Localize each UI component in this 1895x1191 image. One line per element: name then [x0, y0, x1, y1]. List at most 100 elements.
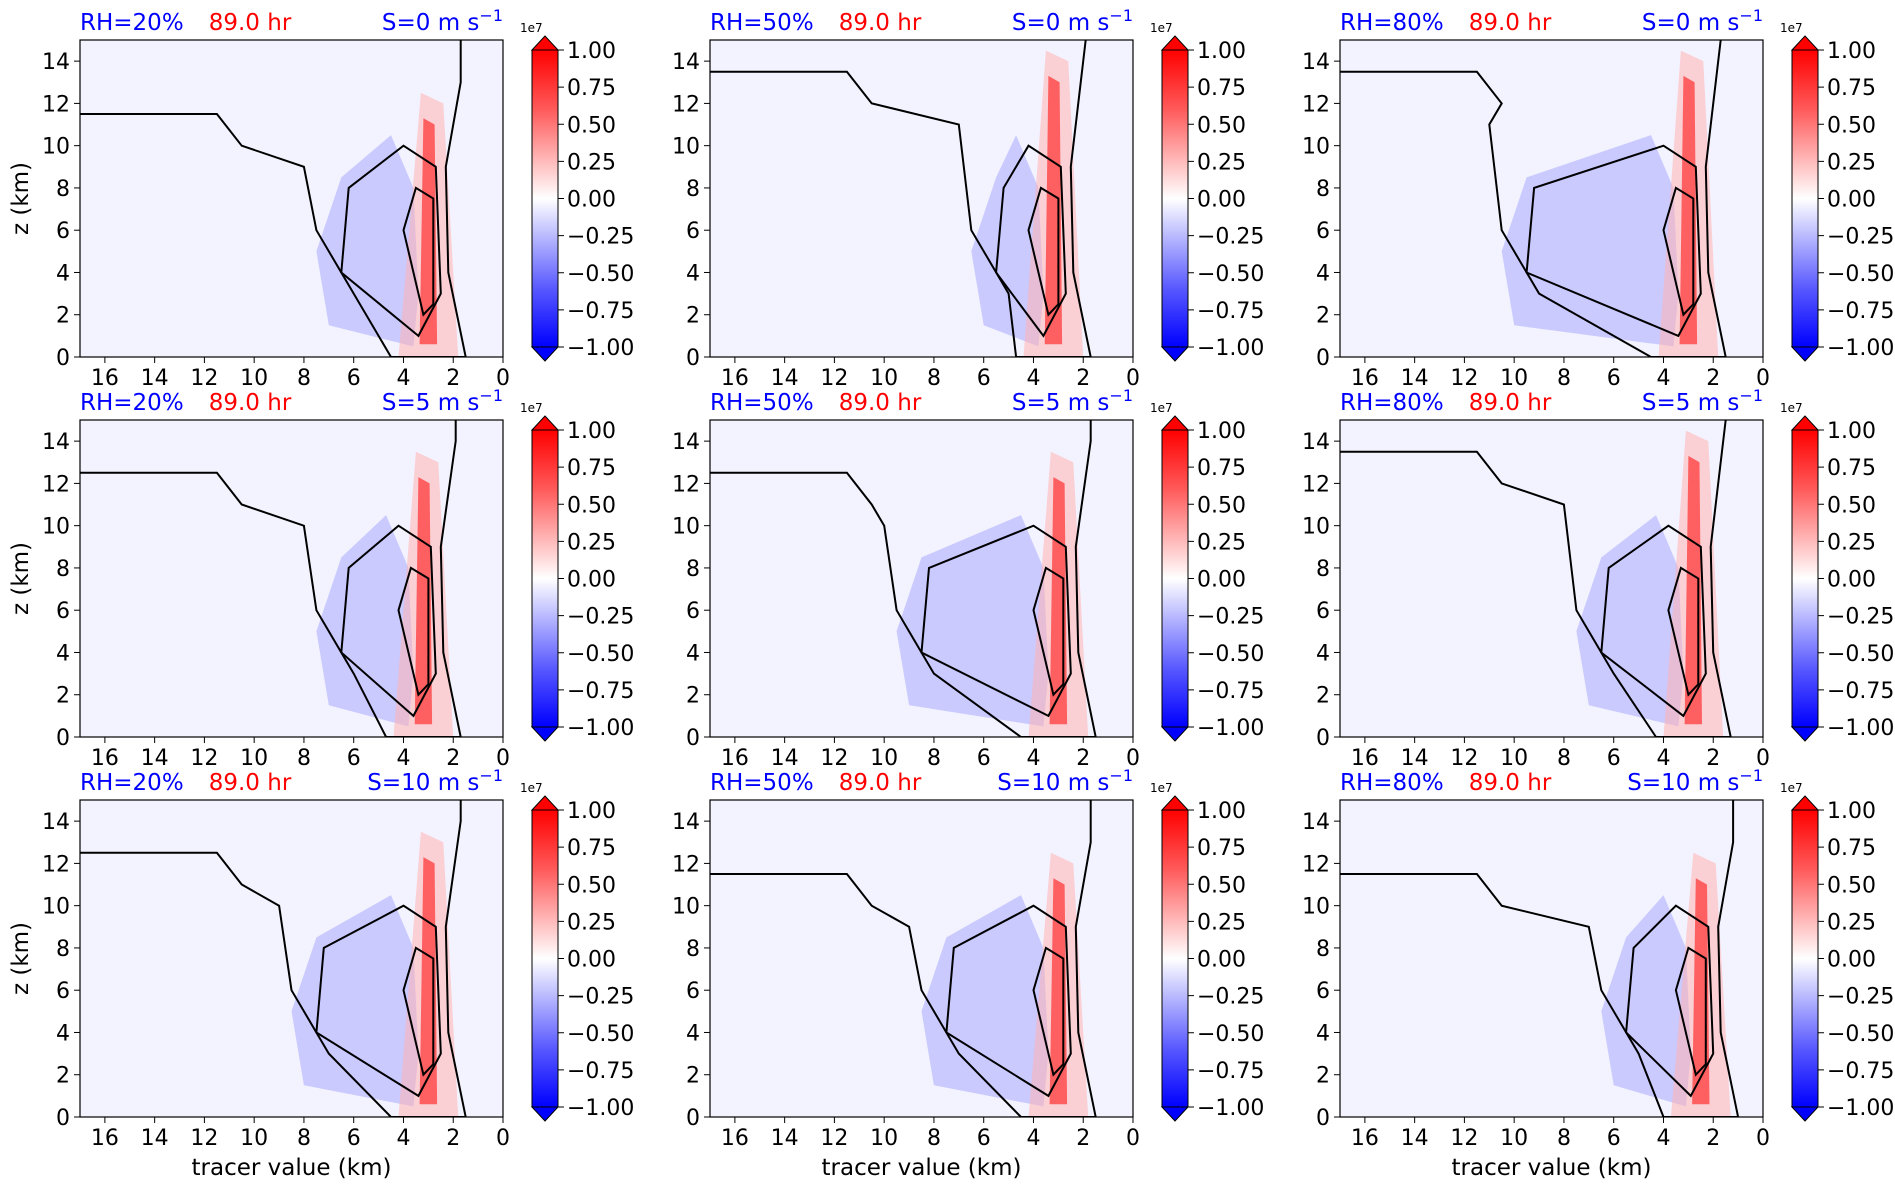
panel-time-label: 89.0 hr — [209, 10, 292, 36]
colorbar-tick-label: −1.00 — [1197, 716, 1264, 741]
colorbar-tick-label: 0.75 — [1827, 836, 1876, 861]
x-tick-label: 6 — [347, 746, 361, 771]
y-tick-label: 4 — [56, 261, 70, 286]
colorbar-tick-label: 0.00 — [1827, 568, 1876, 593]
colorbar-tick-label: −0.25 — [567, 985, 634, 1010]
x-tick-label: 8 — [927, 366, 941, 391]
y-tick-label: 14 — [42, 50, 70, 75]
colorbar-extend-min — [1790, 346, 1820, 362]
panel-content — [710, 40, 1092, 357]
negative-anomaly-region — [971, 135, 1044, 347]
y-tick-label: 6 — [686, 599, 700, 624]
colorbar-tick-label: −1.00 — [1197, 1096, 1264, 1121]
colorbar-extend-max — [530, 795, 560, 811]
y-tick-label: 12 — [42, 472, 70, 497]
y-tick-label: 8 — [56, 177, 70, 202]
panel-content — [80, 40, 467, 357]
y-tick-label: 14 — [672, 50, 700, 75]
colorbar-extend-max — [1160, 35, 1190, 51]
y-tick-label: 0 — [56, 346, 70, 371]
shear-label-main: S=5 m s — [382, 390, 480, 416]
contour-inner — [340, 524, 437, 718]
panel-content — [1340, 40, 1727, 357]
y-tick-label: 4 — [1316, 1021, 1330, 1046]
colorbar-scale-label: 1e7 — [1780, 781, 1803, 795]
panel-rh-label: RH=20% — [80, 770, 184, 796]
panel-time-label: 89.0 hr — [209, 770, 292, 796]
colorbar-tick-label: 0.25 — [567, 530, 616, 555]
x-tick-label: 4 — [1656, 366, 1670, 391]
colorbar-tick-label: 0.25 — [1197, 530, 1246, 555]
y-tick-label: 12 — [1302, 472, 1330, 497]
colorbar-tick-label: −0.25 — [1827, 225, 1894, 250]
shear-label-main: S=0 m s — [382, 10, 480, 36]
panel-time-label: 89.0 hr — [1469, 10, 1552, 36]
colorbar-tick-label: −1.00 — [567, 1096, 634, 1121]
negative-anomaly-region — [1501, 135, 1679, 347]
x-tick-label: 6 — [1607, 1126, 1621, 1151]
colorbar: 1e7 1.00 0.75 0.50 0.25 0.00 −0.25 −0.50 −0.75 −1… — [1150, 21, 1264, 362]
x-tick-label: 12 — [1450, 1126, 1478, 1151]
y-tick-label: 12 — [1302, 92, 1330, 117]
axes-frame — [1339, 419, 1764, 738]
colorbar: 1e7 1.00 0.75 0.50 0.25 0.00 −0.25 −0.50 −0.75 −1… — [1780, 21, 1894, 362]
colorbar-tick-label: −0.50 — [1827, 262, 1894, 287]
contour-core — [1674, 946, 1707, 1077]
contour-outer — [710, 40, 1092, 357]
y-tick-label: 4 — [56, 641, 70, 666]
y-tick-label: 0 — [56, 1106, 70, 1131]
colorbar-tick-label: 1.00 — [567, 419, 616, 444]
x-tick-label: 12 — [190, 366, 218, 391]
panel-3: 16 14 12 10 8 6 4 2 0 0 2 4 6 8 10 12 14 RH=80% 89.0 hr S=0… — [1302, 6, 1894, 391]
x-tick-label: 2 — [1076, 366, 1090, 391]
colorbar-bar — [531, 49, 559, 348]
colorbar: 1e7 1.00 0.75 0.50 0.25 0.00 −0.25 −0.50 −0.75 −1… — [1150, 781, 1264, 1122]
x-tick-label: 6 — [977, 1126, 991, 1151]
x-tick-label: 6 — [977, 746, 991, 771]
x-tick-label: 16 — [1351, 1126, 1379, 1151]
y-tick-label: 0 — [56, 726, 70, 751]
colorbar-bar — [531, 809, 559, 1108]
colorbar-tick-label: 1.00 — [1827, 419, 1876, 444]
colorbar-tick-label: −0.25 — [1197, 985, 1264, 1010]
panel-content — [710, 800, 1097, 1117]
panel-shear-label: S=5 m s−1 — [1642, 386, 1763, 416]
x-tick-label: 10 — [240, 746, 268, 771]
y-tick-label: 2 — [56, 304, 70, 329]
colorbar-tick-label: 1.00 — [1827, 799, 1876, 824]
panel-rh-label: RH=80% — [1340, 10, 1444, 36]
colorbar-tick-label: −0.25 — [1827, 985, 1894, 1010]
y-tick-label: 6 — [1316, 979, 1330, 1004]
panel-7: 16 14 12 10 8 6 4 2 0 0 2 4 6 8 10 12 14 RH=20% 89.0 hr S=1… — [8, 766, 634, 1181]
x-tick-label: 16 — [91, 366, 119, 391]
colorbar-bar — [1791, 809, 1819, 1108]
colorbar-scale-label: 1e7 — [520, 401, 543, 415]
x-tick-label: 12 — [190, 1126, 218, 1151]
colorbar-tick-label: 1.00 — [567, 39, 616, 64]
x-tick-label: 0 — [496, 366, 510, 391]
x-tick-label: 12 — [190, 746, 218, 771]
y-tick-label: 8 — [1316, 557, 1330, 582]
colorbar-tick-label: −0.75 — [567, 299, 634, 324]
shear-label-main: S=0 m s — [1642, 10, 1740, 36]
colorbar-tick-label: 0.25 — [567, 150, 616, 175]
x-tick-label: 2 — [1076, 746, 1090, 771]
colorbar-bar — [1791, 49, 1819, 348]
x-tick-label: 6 — [1607, 746, 1621, 771]
x-tick-label: 14 — [1401, 1126, 1429, 1151]
panel-content — [1340, 420, 1732, 737]
x-tick-label: 10 — [1500, 1126, 1528, 1151]
shear-label-main: S=10 m s — [1627, 770, 1739, 796]
y-tick-label: 10 — [672, 135, 700, 160]
colorbar-tick-label: −0.50 — [567, 262, 634, 287]
y-tick-label: 10 — [1302, 895, 1330, 920]
contour-core — [1662, 186, 1695, 317]
colorbar-tick-label: 0.25 — [1197, 150, 1246, 175]
x-axis-label: tracer value (km) — [822, 1155, 1022, 1181]
shear-label-main: S=0 m s — [1012, 10, 1110, 36]
y-tick-label: 6 — [56, 599, 70, 624]
colorbar-tick-label: 0.50 — [567, 873, 616, 898]
colorbar-tick-label: −0.75 — [1197, 299, 1264, 324]
y-tick-label: 8 — [1316, 937, 1330, 962]
y-tick-label: 2 — [686, 684, 700, 709]
